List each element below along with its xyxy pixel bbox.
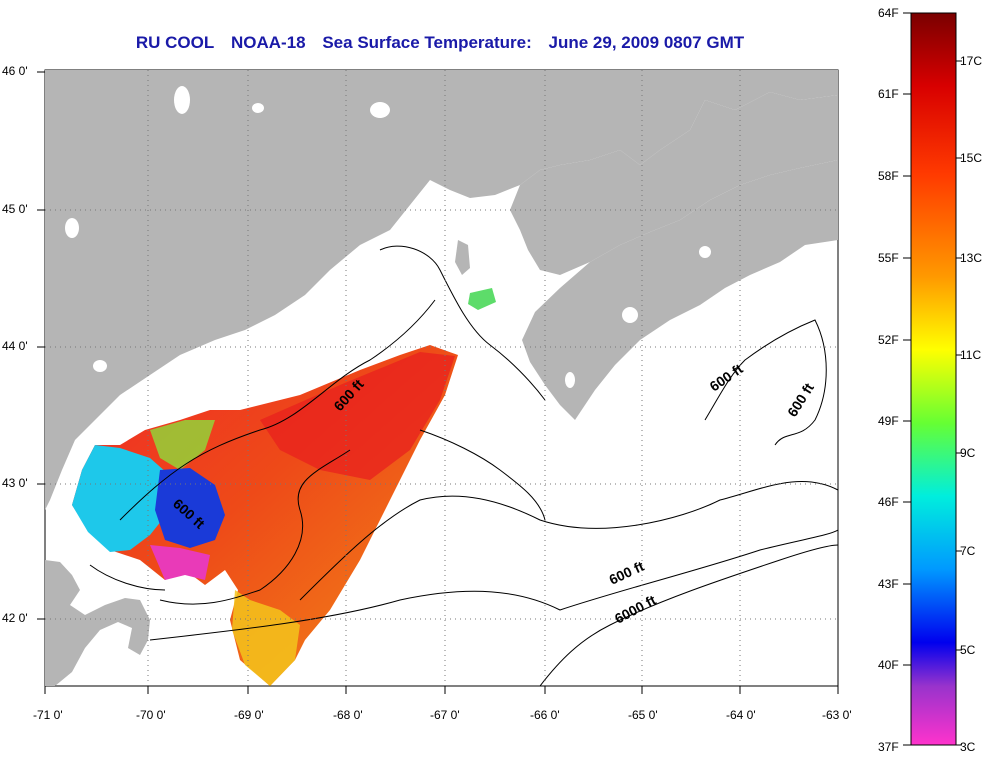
map-title: RU COOL NOAA-18 Sea Surface Temperature:… [40,33,840,53]
lakes [65,86,711,388]
lat-label: 42 0' [2,611,28,625]
sst-cyan-zone [72,445,175,552]
colorbar-f-label: 46F [878,495,899,509]
land-nova-scotia [522,160,838,420]
colorbar-f-label: 55F [878,251,899,265]
title-org: RU COOL [135,33,215,52]
sst-island-patch [468,288,496,310]
colorbar-f-label: 40F [878,658,899,672]
colorbar-f-label: 61F [878,87,899,101]
sst-green-zone [150,420,215,470]
colorbar-f-label: 43F [878,577,899,591]
colorbar-c-label: 15C [960,151,983,165]
colorbar-ticks [903,12,962,746]
axis-ticks [37,71,839,694]
colorbar-c-label: 9C [960,446,976,460]
colorbar-f-label: 64F [878,6,899,20]
lat-label: 44 0' [2,339,28,353]
title-product: Sea Surface Temperature: [322,33,532,52]
land-cape-cod [45,560,150,686]
lon-label: -66 0' [530,708,560,722]
lat-label: 45 0' [2,202,28,216]
sst-yellow-zone [232,590,300,686]
colorbar-f-label: 58F [878,169,899,183]
colorbar-f-label: 52F [878,333,899,347]
sst-blue-zone [155,468,225,548]
colorbar-c-label: 5C [960,643,976,657]
colorbar-f-label: 37F [878,740,899,754]
land-grand-manan [455,240,470,275]
graticule [45,70,838,686]
lon-label: -63 0' [822,708,852,722]
colorbar-c-label: 3C [960,740,976,754]
sst-warm-core [260,352,455,480]
sst-magenta-zone [150,545,210,580]
title-satellite: NOAA-18 [230,33,306,52]
colorbar-c-label: 17C [960,54,983,68]
colorbar [910,12,957,746]
lon-label: -67 0' [430,708,460,722]
colorbar-c-label: 11C [960,348,982,362]
lat-label: 43 0' [2,476,28,490]
lon-label: -70 0' [136,708,166,722]
lat-label: 46 0' [2,64,28,78]
lon-label: -65 0' [628,708,658,722]
bathymetry-contours [89,245,838,686]
lon-label: -68 0' [333,708,363,722]
lon-label: -69 0' [234,708,264,722]
title-datetime: June 29, 2009 0807 GMT [548,33,745,52]
lon-label: -64 0' [726,708,756,722]
lon-label: -71 0' [33,708,63,722]
colorbar-c-label: 7C [960,544,976,558]
colorbar-f-label: 49F [878,414,899,428]
land-mainland [45,70,838,510]
land-new-brunswick [510,92,838,275]
colorbar-c-label: 13C [960,251,983,265]
